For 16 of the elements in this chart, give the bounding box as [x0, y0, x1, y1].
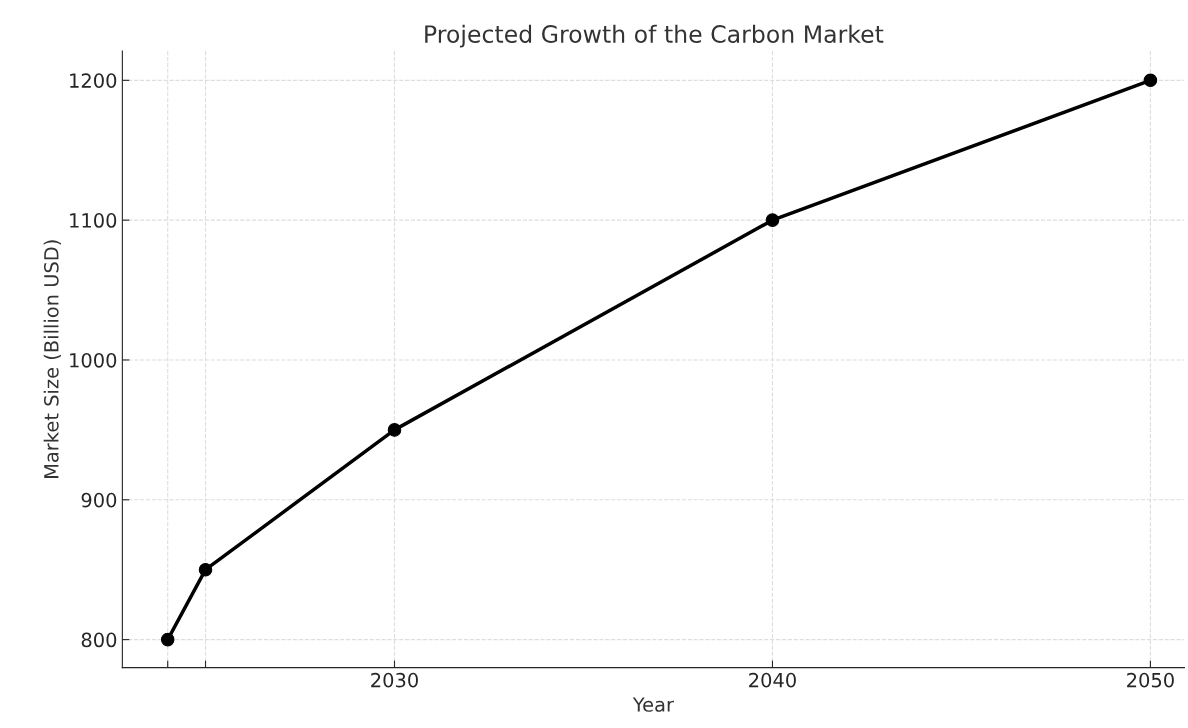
x-tick-label: 2030: [371, 672, 418, 688]
point: [765, 213, 780, 227]
point: [387, 423, 402, 437]
x-tick-label: 2050: [1127, 672, 1174, 688]
point: [198, 562, 213, 577]
point: [160, 632, 175, 647]
y-tick-label: 1100: [70, 213, 117, 228]
y-tick-label: 1000: [70, 352, 117, 368]
point: [1143, 73, 1158, 88]
y-tick-label: 1200: [70, 73, 117, 88]
chart-title: Projected Growth of the Carbon Market: [425, 24, 884, 48]
y-tick-label: 900: [81, 492, 117, 508]
x-axis-title: Year: [632, 697, 674, 712]
x-tick-label: 2040: [749, 672, 796, 688]
y-tick-label: 800: [81, 632, 117, 648]
y-axis-title: Market Size (Billion USD): [43, 240, 61, 478]
